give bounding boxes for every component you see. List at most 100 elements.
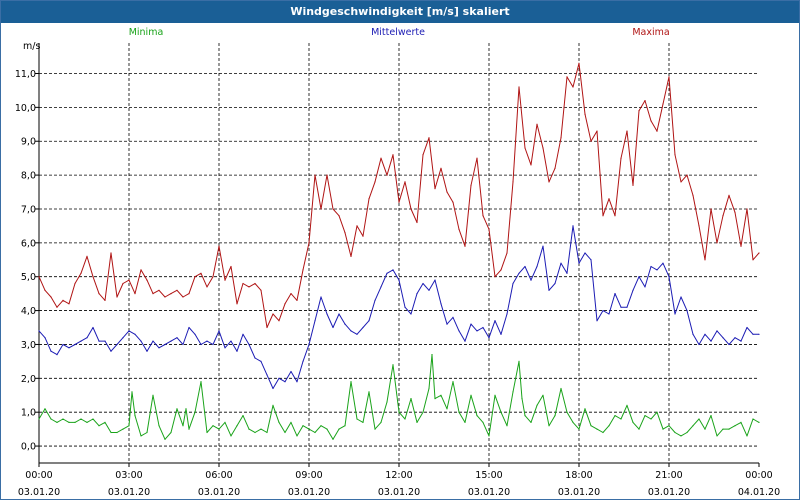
line-chart: Minima Mittelwerte Maxima 0,0 1,0 2,0 3,0 4,0 5… (15, 27, 780, 498)
data-point (752, 333, 754, 335)
data-point (56, 421, 58, 423)
data-point (542, 147, 544, 149)
data-point (722, 337, 724, 339)
data-point (656, 411, 658, 413)
data-point (338, 428, 340, 430)
x-tick-time-label: 00:00 (25, 470, 52, 481)
data-point (272, 404, 274, 406)
data-point (560, 262, 562, 264)
data-point (578, 62, 580, 64)
data-point (536, 265, 538, 268)
data-point (548, 425, 550, 427)
data-point (188, 428, 190, 430)
data-point (428, 137, 430, 139)
data-point (506, 252, 508, 254)
data-point (638, 428, 640, 430)
data-point (458, 228, 460, 230)
data-point (80, 340, 82, 342)
data-point (752, 259, 754, 261)
data-point (302, 269, 304, 271)
data-point (284, 431, 286, 434)
data-point (638, 110, 640, 112)
x-tick-time-label: 21:00 (655, 470, 682, 481)
data-point (224, 421, 226, 423)
data-point (710, 415, 712, 417)
data-point (650, 265, 652, 268)
data-point (374, 299, 376, 301)
x-tick-date-label: 03.01.20 (198, 487, 240, 498)
data-point (566, 272, 568, 274)
data-point (74, 282, 76, 285)
data-point (746, 326, 748, 329)
data-point (746, 208, 748, 210)
data-point (50, 350, 52, 352)
data-point (176, 408, 178, 410)
data-point (68, 303, 70, 305)
data-point (68, 347, 70, 349)
data-point (398, 411, 400, 413)
data-point (716, 435, 718, 437)
data-point (86, 421, 88, 423)
data-point (446, 191, 448, 193)
data-point (590, 259, 592, 261)
data-point (176, 289, 178, 291)
data-point (308, 428, 310, 430)
data-point (182, 343, 184, 346)
data-point (92, 418, 94, 420)
data-point (290, 370, 292, 373)
data-point (686, 174, 688, 176)
data-point (134, 333, 136, 335)
data-point (524, 147, 526, 149)
data-point (362, 235, 364, 237)
data-point (566, 76, 568, 78)
data-point (620, 157, 622, 159)
data-point (338, 313, 340, 315)
y-tick-label: 3,0 (21, 340, 36, 351)
x-tick-date-label: 03.01.20 (378, 487, 420, 498)
data-point (734, 425, 736, 427)
data-point (188, 326, 190, 329)
data-point (536, 123, 538, 125)
axes (35, 43, 760, 467)
data-point (62, 418, 64, 420)
data-point (464, 421, 466, 423)
data-point (566, 411, 568, 413)
data-point (692, 333, 694, 335)
data-point (38, 276, 40, 278)
data-point (134, 293, 136, 295)
data-point (704, 333, 706, 335)
y-axis-unit-label: m/s (23, 41, 40, 52)
x-tick-time-label: 15:00 (475, 470, 502, 481)
data-point (512, 391, 514, 393)
y-tick-label: 7,0 (21, 204, 36, 215)
data-point (722, 215, 724, 217)
data-point (74, 343, 76, 346)
data-point (428, 387, 430, 390)
data-point (80, 272, 82, 274)
data-point (554, 415, 556, 417)
data-point (260, 289, 262, 291)
data-point (98, 425, 100, 427)
data-point (524, 265, 526, 268)
data-point (470, 323, 472, 325)
data-point (500, 333, 502, 335)
data-point (248, 428, 250, 430)
data-point (356, 418, 358, 420)
data-point (344, 425, 346, 427)
data-point (494, 320, 496, 322)
data-point (410, 313, 412, 315)
x-tick-time-label: 12:00 (385, 470, 412, 481)
data-point (572, 421, 574, 423)
x-tick-date-label: 03.01.20 (468, 487, 510, 498)
data-point (620, 418, 622, 420)
data-point (158, 425, 160, 427)
data-point (728, 343, 730, 346)
data-point (386, 272, 388, 274)
data-point (230, 435, 232, 437)
data-point (530, 279, 532, 281)
data-point (398, 279, 400, 281)
data-point (620, 306, 622, 308)
data-point (392, 154, 394, 156)
y-tick-label: 1,0 (21, 408, 36, 419)
data-point (260, 428, 262, 430)
